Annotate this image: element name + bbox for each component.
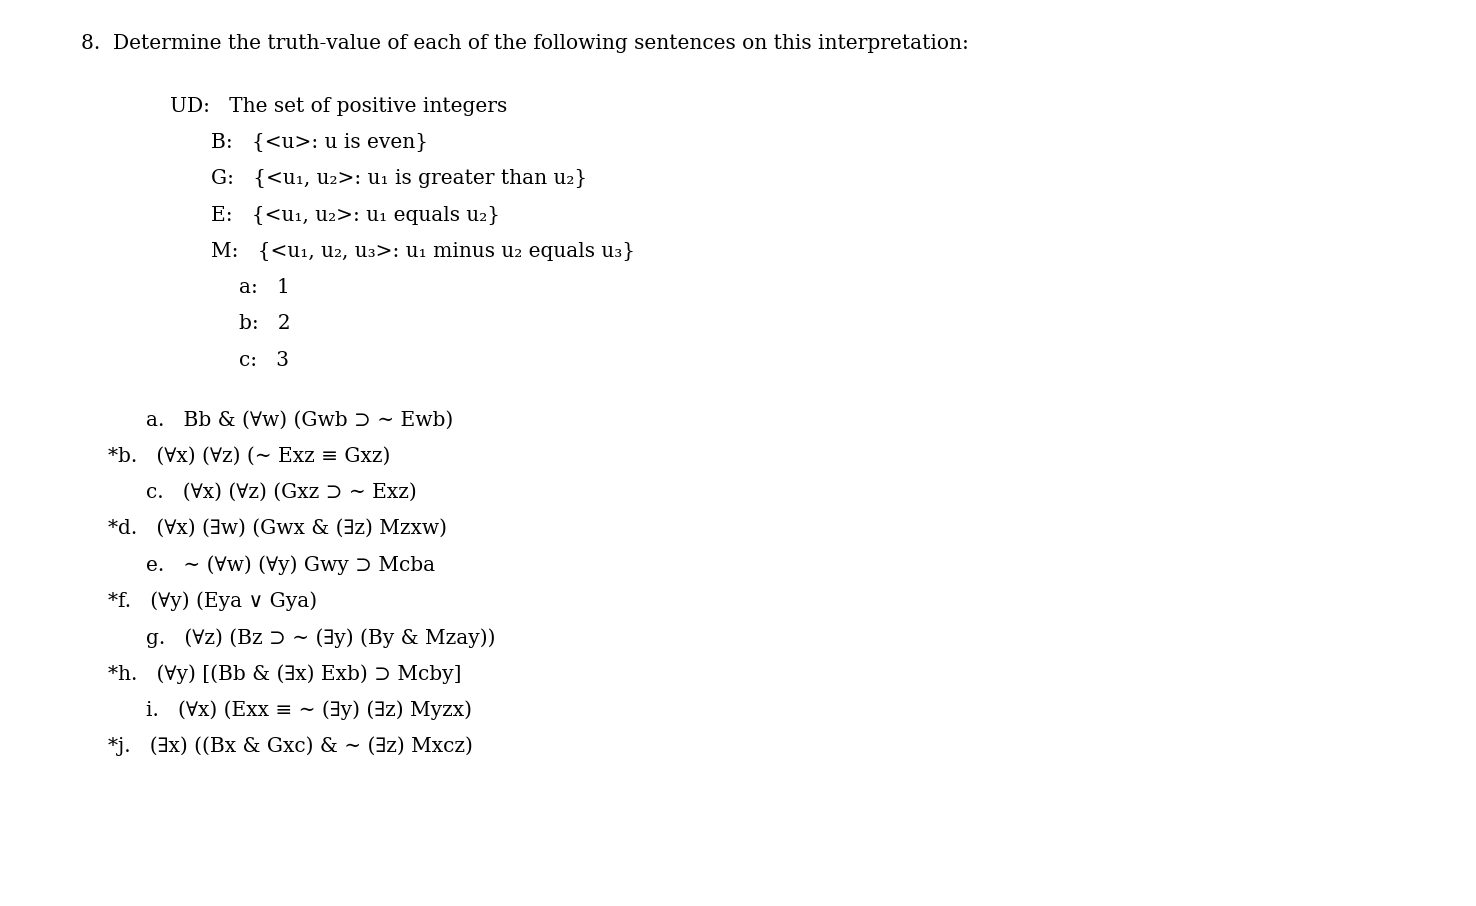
Text: *d.   (∀x) (∃w) (Gwx & (∃z) Mzxw): *d. (∀x) (∃w) (Gwx & (∃z) Mzxw) (108, 519, 447, 538)
Text: *j.   (∃x) ((Bx & Gxc) & ∼ (∃z) Mxcz): *j. (∃x) ((Bx & Gxc) & ∼ (∃z) Mxcz) (108, 737, 472, 757)
Text: 8.  Determine the truth-value of each of the following sentences on this interpr: 8. Determine the truth-value of each of … (81, 34, 970, 53)
Text: a.   Bb & (∀w) (Gwb ⊃ ∼ Ewb): a. Bb & (∀w) (Gwb ⊃ ∼ Ewb) (146, 410, 453, 429)
Text: c:   3: c: 3 (239, 351, 289, 370)
Text: e.   ∼ (∀w) (∀y) Gwy ⊃ Mcba: e. ∼ (∀w) (∀y) Gwy ⊃ Mcba (146, 555, 435, 575)
Text: *b.   (∀x) (∀z) (∼ Exz ≡ Gxz): *b. (∀x) (∀z) (∼ Exz ≡ Gxz) (108, 447, 390, 466)
Text: E:   {<u₁, u₂>: u₁ equals u₂}: E: {<u₁, u₂>: u₁ equals u₂} (211, 206, 500, 225)
Text: UD:   The set of positive integers: UD: The set of positive integers (170, 97, 506, 116)
Text: c.   (∀x) (∀z) (Gxz ⊃ ∼ Exz): c. (∀x) (∀z) (Gxz ⊃ ∼ Exz) (146, 483, 416, 502)
Text: b:   2: b: 2 (239, 314, 291, 333)
Text: M:   {<u₁, u₂, u₃>: u₁ minus u₂ equals u₃}: M: {<u₁, u₂, u₃>: u₁ minus u₂ equals u₃} (211, 242, 635, 261)
Text: *f.   (∀y) (Eya ∨ Gya): *f. (∀y) (Eya ∨ Gya) (108, 592, 317, 612)
Text: a:   1: a: 1 (239, 278, 289, 297)
Text: *h.   (∀y) [(Bb & (∃x) Exb) ⊃ Mcby]: *h. (∀y) [(Bb & (∃x) Exb) ⊃ Mcby] (108, 664, 461, 684)
Text: g.   (∀z) (Bz ⊃ ∼ (∃y) (By & Mzay)): g. (∀z) (Bz ⊃ ∼ (∃y) (By & Mzay)) (146, 628, 496, 648)
Text: G:   {<u₁, u₂>: u₁ is greater than u₂}: G: {<u₁, u₂>: u₁ is greater than u₂} (211, 169, 587, 188)
Text: i.   (∀x) (Exx ≡ ∼ (∃y) (∃z) Myzx): i. (∀x) (Exx ≡ ∼ (∃y) (∃z) Myzx) (146, 700, 472, 720)
Text: B:   {<u>: u is even}: B: {<u>: u is even} (211, 133, 428, 152)
